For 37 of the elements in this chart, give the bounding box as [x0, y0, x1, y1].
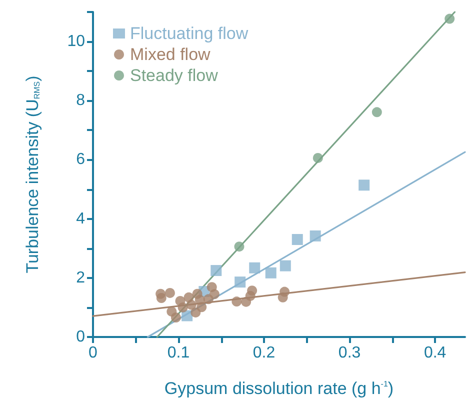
point	[280, 286, 290, 297]
legend-label: Steady flow	[130, 66, 219, 85]
point	[249, 262, 260, 274]
point	[232, 296, 242, 307]
point	[310, 230, 321, 242]
legend-label: Mixed flow	[130, 45, 212, 64]
x-tick-label: 0.1	[167, 344, 190, 362]
y-tick-label: 2	[76, 269, 86, 286]
point	[444, 14, 455, 24]
y-axis-title: Turbulence intensity (URMS)	[23, 76, 42, 274]
point	[196, 302, 207, 312]
point	[265, 267, 276, 278]
y-tick-label: 10	[67, 33, 86, 50]
x-tick-label: 0.3	[338, 344, 361, 362]
point	[312, 152, 323, 163]
y-tick-label: 0	[76, 328, 86, 346]
point	[186, 300, 196, 310]
x-tick-label: 0.2	[252, 344, 276, 362]
point	[372, 107, 382, 118]
point	[156, 293, 166, 303]
y-tick-label: 4	[76, 210, 86, 228]
legend-label: Fluctuating flow	[130, 24, 249, 43]
point	[280, 260, 291, 272]
x-tick-label: 0.4	[424, 344, 446, 362]
point	[164, 288, 175, 298]
y-tick-label: 6	[76, 151, 86, 168]
point	[210, 265, 222, 276]
point	[234, 276, 246, 288]
point	[247, 286, 258, 296]
point	[178, 302, 188, 312]
point	[209, 289, 220, 300]
point	[292, 234, 303, 245]
x-tick-label: 0	[88, 344, 98, 362]
y-tick-label: 8	[76, 92, 86, 110]
point	[234, 242, 244, 252]
point	[358, 180, 370, 191]
point	[170, 312, 181, 322]
